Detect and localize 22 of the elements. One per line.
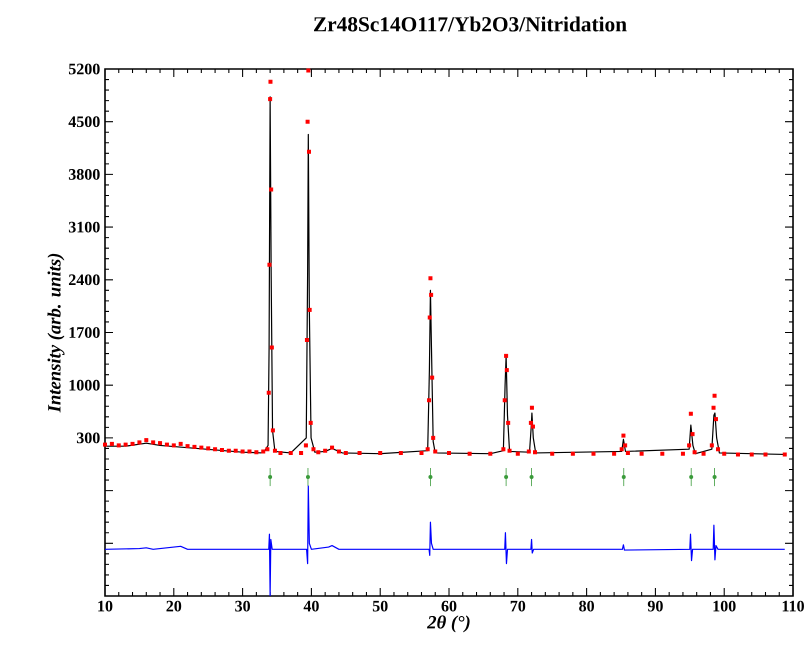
x-tick-label: 10 [98,600,112,612]
y-tick-label: 1700 [70,327,100,338]
x-tick-label: 20 [166,600,182,612]
y-axis-title: Intensity (arb. units) [47,254,64,413]
y-tick-label: 3800 [68,168,100,180]
y-tick-label: 3100 [68,222,100,232]
x-tick-label: 60 [442,600,456,612]
x-tick-label: 100 [713,600,736,612]
x-tick-label: 80 [579,600,594,612]
y-tick-label: 5200 [68,64,100,74]
x-tick-label: 90 [648,600,663,612]
chart-title: Zr48Sc14O117/Yb2O3/Nitridation [314,16,627,32]
y-tick-label: 2400 [68,274,100,286]
x-tick-label: 50 [372,600,388,612]
y-tick-label: 1000 [70,380,100,391]
x-tick-label: 40 [304,600,319,612]
y-tick-label: 4500 [68,116,100,128]
y-tick-label: 300 [76,432,100,444]
x-tick-label: 110 [782,600,804,612]
x-tick-label: 30 [235,600,250,612]
x-axis-title: 2θ (°) [426,615,470,632]
x-tick-label: 70 [510,600,526,612]
